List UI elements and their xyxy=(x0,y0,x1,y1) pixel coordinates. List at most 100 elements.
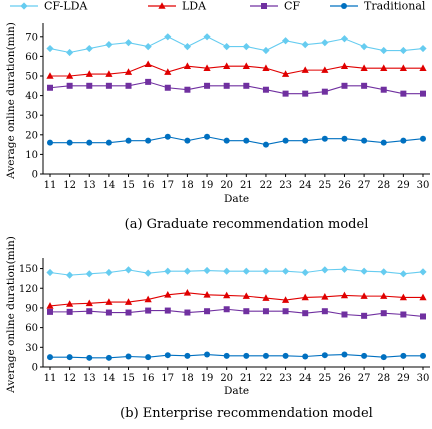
data-point xyxy=(242,292,250,299)
data-point xyxy=(419,268,427,276)
data-point xyxy=(262,86,269,93)
series-traditional xyxy=(47,351,426,361)
series-line xyxy=(50,63,423,77)
legend: CF-LDA LDA CF Traditional xyxy=(10,0,426,13)
data-point xyxy=(243,82,250,89)
data-point xyxy=(183,289,192,296)
data-point xyxy=(419,44,427,53)
data-point xyxy=(46,72,54,79)
data-point xyxy=(183,62,192,69)
data-point xyxy=(419,293,427,301)
data-point xyxy=(223,352,230,359)
data-point xyxy=(340,62,349,69)
data-point xyxy=(66,139,73,146)
data-point xyxy=(341,311,348,318)
x-tick-label: 14 xyxy=(103,373,116,384)
data-point xyxy=(380,354,387,361)
data-point xyxy=(380,64,388,71)
y-tick-label: 0 xyxy=(32,170,38,181)
data-point xyxy=(321,88,328,95)
data-point xyxy=(419,64,427,71)
data-point xyxy=(321,39,329,47)
data-point xyxy=(321,308,328,315)
data-point xyxy=(223,62,231,69)
data-point xyxy=(420,313,426,320)
data-point xyxy=(243,352,250,359)
data-point xyxy=(399,64,407,71)
x-tick-label: 13 xyxy=(83,373,96,384)
data-point xyxy=(242,43,250,51)
data-point xyxy=(183,267,192,275)
data-point xyxy=(262,46,270,55)
data-point xyxy=(262,267,270,275)
x-tick-label: 15 xyxy=(122,373,135,384)
x-tick-label: 23 xyxy=(279,180,292,191)
data-point xyxy=(341,351,348,358)
data-point xyxy=(400,352,407,359)
x-tick-label: 28 xyxy=(377,180,390,191)
series-line xyxy=(49,81,423,95)
data-point xyxy=(164,133,171,140)
data-point xyxy=(321,292,329,300)
x-tick-label: 27 xyxy=(358,373,371,384)
x-tick-label: 15 xyxy=(122,180,135,191)
data-point xyxy=(420,90,426,97)
data-point xyxy=(361,137,368,144)
y-tick-label: 150 xyxy=(19,264,38,275)
data-point xyxy=(105,268,113,277)
data-point xyxy=(223,82,230,89)
x-tick-label: 19 xyxy=(201,373,214,384)
data-point xyxy=(124,68,133,75)
data-point xyxy=(223,291,231,299)
series-lda xyxy=(46,289,427,309)
data-point xyxy=(66,72,74,79)
y-tick-label: 60 xyxy=(25,52,38,63)
data-point xyxy=(281,296,290,303)
data-point xyxy=(145,78,152,85)
data-point xyxy=(47,308,53,315)
data-point xyxy=(86,82,93,89)
data-point xyxy=(340,265,349,273)
data-point xyxy=(105,354,112,361)
legend-marker-square xyxy=(261,3,267,9)
data-point xyxy=(243,308,250,315)
data-point xyxy=(203,291,211,298)
data-point xyxy=(399,293,407,301)
data-point xyxy=(164,267,172,275)
x-axis-title: Date xyxy=(224,193,249,205)
series-cf-lda xyxy=(46,33,427,57)
data-point xyxy=(204,82,211,89)
data-point xyxy=(301,293,309,301)
legend-marker-triangle xyxy=(158,2,166,9)
data-point xyxy=(125,137,132,144)
data-point xyxy=(47,354,53,361)
data-point xyxy=(243,137,250,144)
data-point xyxy=(145,354,152,361)
data-point xyxy=(203,266,211,275)
data-point xyxy=(360,267,368,275)
legend-label: Traditional xyxy=(364,0,426,13)
data-point xyxy=(223,267,231,275)
data-point xyxy=(262,64,270,71)
data-point xyxy=(144,269,152,277)
data-point xyxy=(380,310,387,317)
x-tick-label: 30 xyxy=(417,180,430,191)
data-point xyxy=(125,353,132,360)
x-tick-label: 22 xyxy=(260,373,273,384)
data-point xyxy=(124,298,133,305)
data-point xyxy=(400,90,407,97)
y-tick-label: 30 xyxy=(25,343,38,354)
data-point xyxy=(420,352,426,359)
data-point xyxy=(86,308,93,315)
y-tick-label: 30 xyxy=(25,111,38,122)
x-tick-label: 18 xyxy=(181,373,194,384)
x-tick-label: 18 xyxy=(181,180,194,191)
series-line xyxy=(50,136,424,146)
data-point xyxy=(66,48,74,57)
data-point xyxy=(223,306,230,313)
data-point xyxy=(86,139,93,146)
data-point xyxy=(66,300,74,307)
data-point xyxy=(46,302,54,309)
data-point xyxy=(400,137,407,144)
data-point xyxy=(66,308,73,315)
